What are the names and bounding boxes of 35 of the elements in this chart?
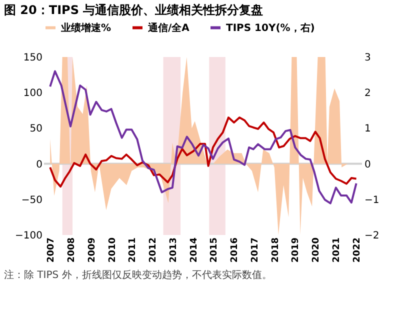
x-tick-label: 2010 (108, 238, 118, 263)
line-series (49, 116, 358, 188)
y-tick-label: 100 (23, 88, 42, 100)
y2-tick-label: −1 (364, 194, 380, 206)
x-tick-label: 2022 (352, 238, 362, 263)
x-tick-label: 2012 (148, 238, 159, 263)
x-tick-label: 2018 (270, 238, 281, 263)
y-tick-label: 0 (36, 159, 42, 170)
x-tick-label: 2019 (291, 238, 302, 263)
legend-label: TIPS 10Y(%，右) (226, 22, 315, 34)
x-tick-label: 2008 (67, 238, 77, 263)
chart-title: 图 20：TIPS 与通信股价、业绩相关性拆分复盘 (4, 3, 264, 17)
x-tick-label: 2011 (128, 238, 138, 263)
x-tick-label: 2014 (189, 238, 200, 263)
legend-label: 业绩增速% (60, 22, 112, 34)
y2-tick-label: 3 (364, 52, 371, 64)
x-tick-label: 2013 (168, 238, 179, 263)
y-tick-label: −50 (21, 194, 42, 206)
y-tick-label: 50 (30, 124, 42, 135)
x-tick-label: 2015 (210, 238, 220, 263)
x-tick-label: 2016 (230, 238, 240, 263)
x-tick-label: 2009 (87, 238, 98, 263)
line-series (49, 70, 358, 204)
text: 注：除 TIPS 外，折线图仅反映变动趋势，不代表实际数值。 (4, 269, 272, 281)
y2-tick-label: 1 (364, 124, 371, 135)
y-tick-label: −100 (15, 230, 42, 242)
y2-tick-label: −2 (364, 230, 380, 242)
y-tick-label: 150 (23, 52, 42, 64)
x-tick-label: 2017 (250, 238, 260, 263)
x-tick-label: 2021 (332, 238, 342, 263)
x-tick-label: 2007 (46, 238, 57, 263)
x-tick-label: 2020 (312, 238, 322, 263)
y2-tick-label: 0 (364, 159, 371, 170)
y2-tick-label: 2 (364, 88, 371, 100)
legend-label: 通信/全A (147, 22, 190, 34)
